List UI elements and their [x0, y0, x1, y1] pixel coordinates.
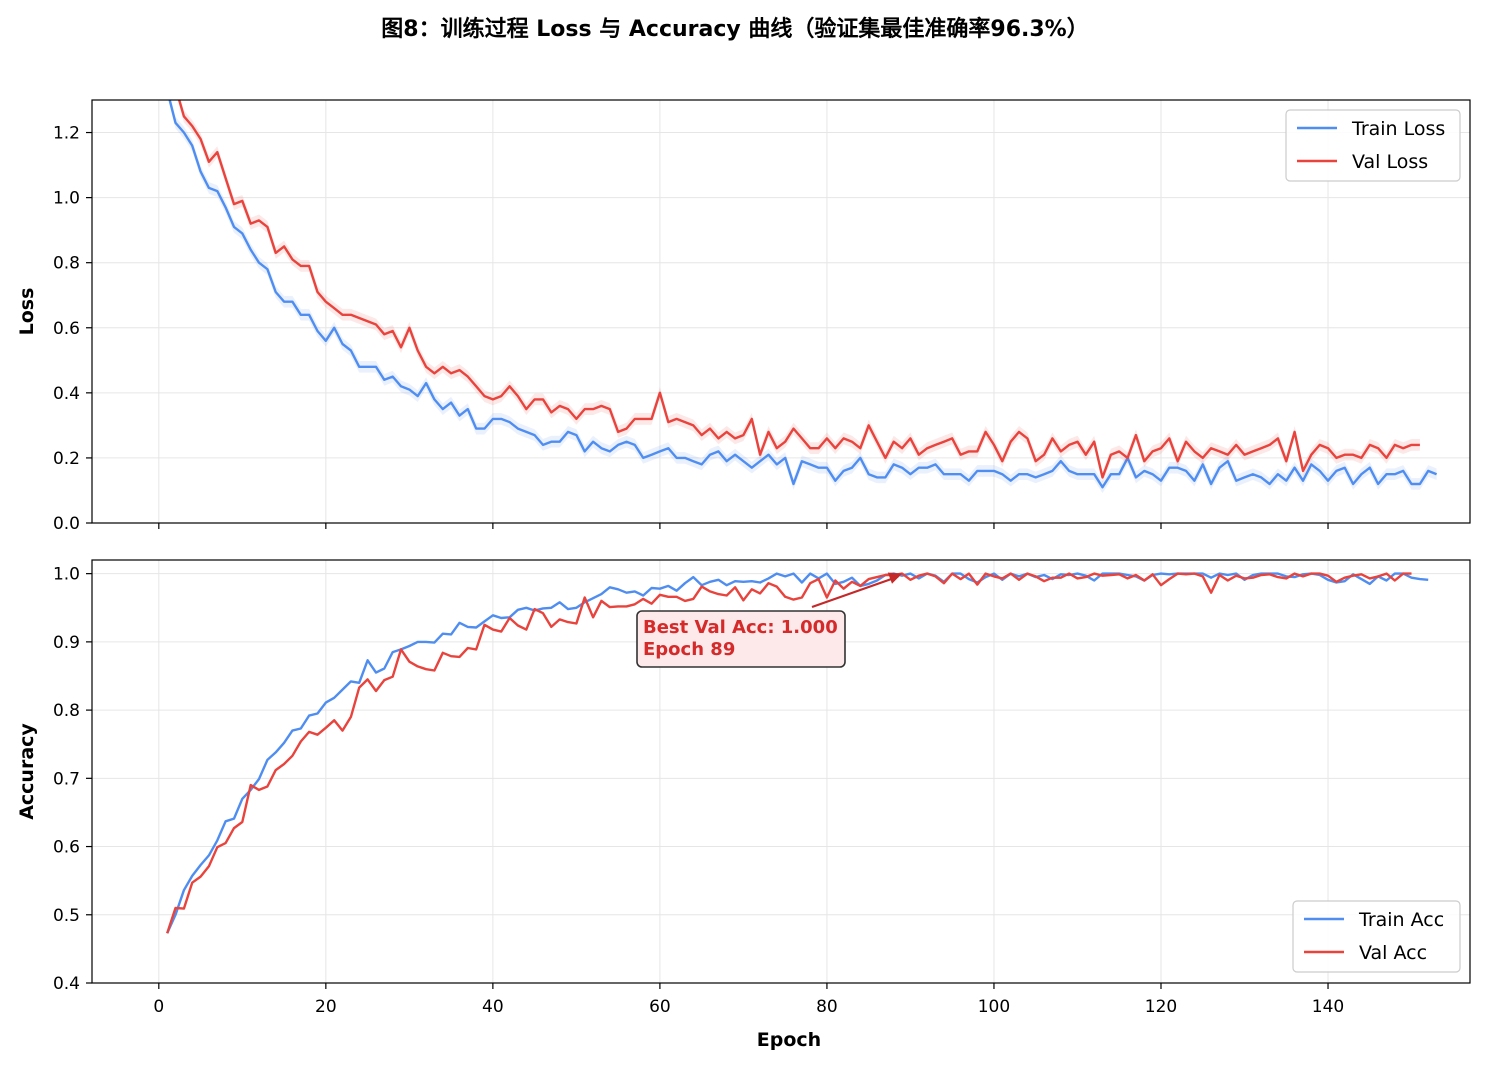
y-tick-label: 0.0	[53, 514, 80, 534]
y-tick-label: 1.2	[53, 124, 80, 144]
plot-area	[168, 100, 1438, 494]
annotation-text-0: Best Val Acc: 1.000	[643, 617, 838, 638]
y-tick-label: 0.4	[53, 384, 80, 404]
x-tick-label: 100	[978, 997, 1010, 1017]
x-tick-label: 20	[315, 997, 337, 1017]
legend-label-0: Train Acc	[1358, 909, 1444, 931]
figure-title: 图8：训练过程 Loss 与 Accuracy 曲线（验证集最佳准确率96.3%…	[381, 16, 1088, 42]
legend: Train Loss Val Loss	[1285, 109, 1461, 182]
y-tick-label: 0.5	[53, 906, 80, 926]
legend-label-0: Train Loss	[1351, 118, 1445, 140]
series-band	[168, 100, 1437, 494]
x-tick-label: 60	[649, 997, 671, 1017]
loss-subplot: 0.0 0.2 0.4 0.6 0.8 1.0 1.2 Loss Train Loss Val L…	[16, 99, 1471, 534]
x-tick-label: 80	[816, 997, 838, 1017]
y-tick-label: 1.0	[53, 189, 80, 209]
y-tick-label: 0.9	[53, 633, 80, 653]
axes-frame	[91, 99, 1471, 524]
x-axis-label: Epoch	[757, 1029, 821, 1051]
series-line-0	[168, 100, 1438, 489]
x-tick-label: 140	[1312, 997, 1344, 1017]
y-tick-label: 0.6	[53, 838, 80, 858]
series-line-1	[166, 572, 1412, 934]
series-band	[177, 100, 1420, 484]
y-axis-label: Accuracy	[16, 723, 38, 820]
y-tick-label: 0.8	[53, 701, 80, 721]
annotation-text-1: Epoch 89	[643, 639, 735, 660]
y-tick-label: 0.2	[53, 449, 80, 469]
plot-area	[166, 572, 1429, 934]
annotation-arrowhead	[887, 572, 903, 584]
legend: Train Acc Val Acc	[1292, 900, 1461, 973]
annotation-arrow	[811, 575, 899, 609]
x-tick-label: 120	[1145, 997, 1177, 1017]
y-tick-label: 0.4	[53, 974, 80, 994]
annotation-box	[636, 610, 846, 668]
y-tick-label: 1.0	[53, 565, 80, 585]
x-tick-label: 40	[482, 997, 504, 1017]
accuracy-subplot: 0.4 0.5 0.6 0.7 0.8 0.9 1.0 0 20 40 60 80 100 120 140 A…	[16, 559, 1471, 1051]
y-tick-label: 0.6	[53, 319, 80, 339]
y-tick-label: 0.7	[53, 769, 80, 789]
axes-frame	[91, 559, 1471, 984]
legend-label-1: Val Loss	[1352, 151, 1428, 173]
series-line-0	[166, 572, 1429, 934]
legend-label-1: Val Acc	[1359, 942, 1427, 964]
series-line-1	[177, 100, 1420, 479]
y-axis-label: Loss	[16, 288, 38, 336]
y-tick-label: 0.8	[53, 254, 80, 274]
x-tick-label: 0	[153, 997, 164, 1017]
